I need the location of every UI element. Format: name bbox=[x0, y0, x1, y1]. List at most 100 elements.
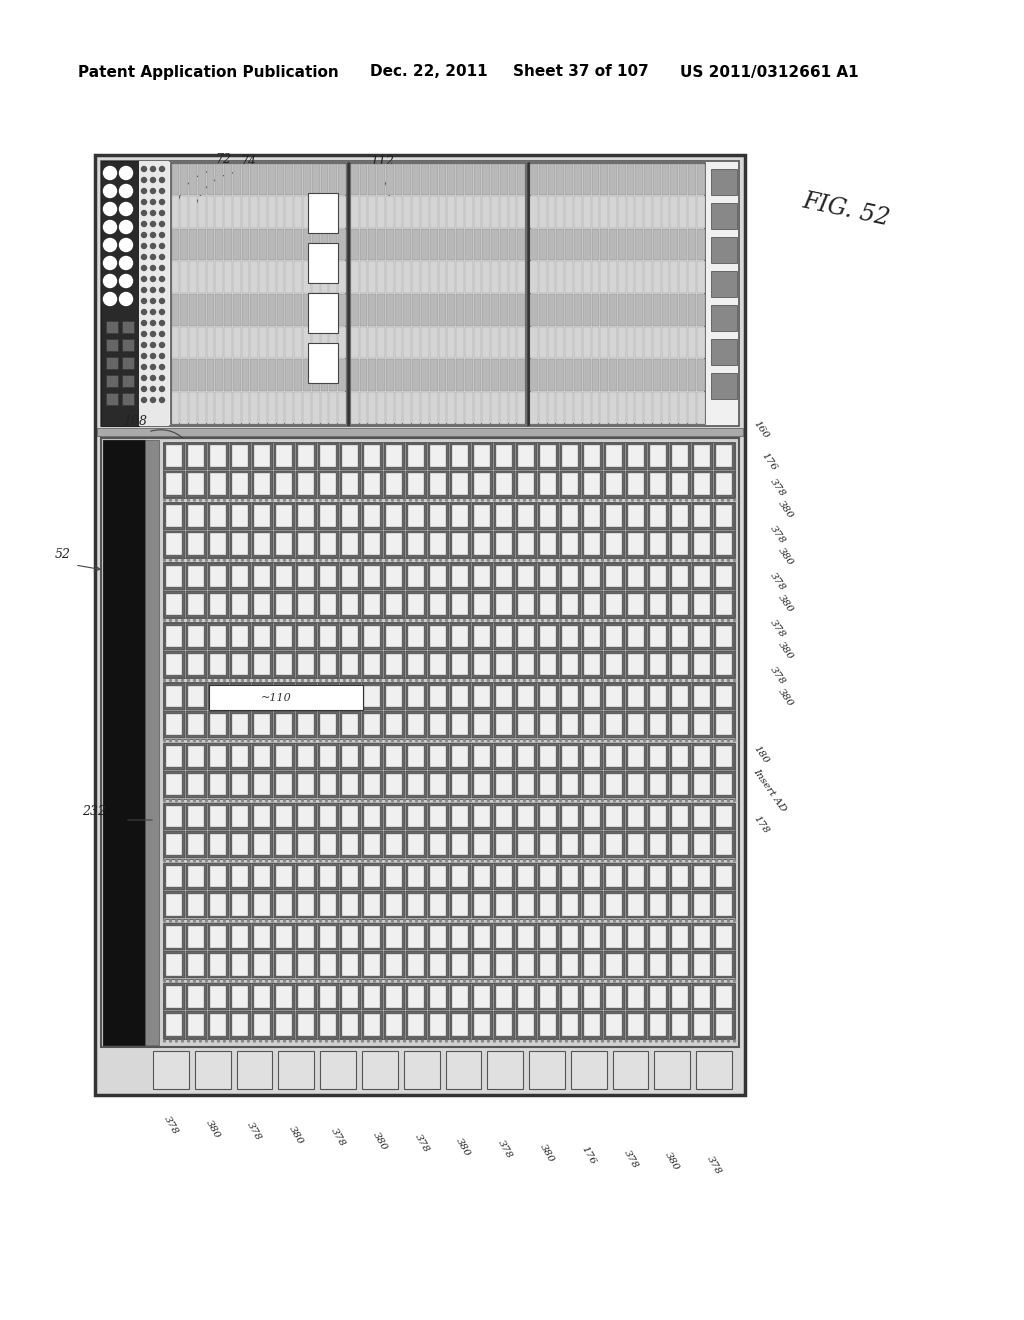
Bar bbox=[232, 506, 248, 527]
Circle shape bbox=[697, 619, 699, 622]
Bar bbox=[252, 651, 272, 678]
Circle shape bbox=[141, 397, 146, 403]
Bar bbox=[471, 711, 493, 738]
Circle shape bbox=[727, 859, 729, 862]
Circle shape bbox=[638, 619, 640, 622]
Bar bbox=[450, 983, 470, 1010]
Circle shape bbox=[571, 739, 573, 742]
Bar bbox=[679, 359, 687, 391]
Bar bbox=[185, 623, 207, 649]
Bar bbox=[406, 503, 427, 529]
Circle shape bbox=[206, 739, 208, 742]
Bar bbox=[585, 927, 600, 948]
Bar bbox=[298, 746, 313, 767]
Bar bbox=[673, 685, 688, 708]
Circle shape bbox=[596, 859, 597, 862]
Bar bbox=[515, 983, 537, 1010]
Circle shape bbox=[500, 680, 502, 681]
Bar bbox=[430, 685, 445, 708]
Bar bbox=[311, 294, 319, 326]
Circle shape bbox=[697, 680, 699, 681]
Bar bbox=[627, 228, 634, 260]
Bar bbox=[365, 954, 380, 975]
Circle shape bbox=[487, 920, 489, 921]
Bar bbox=[321, 807, 336, 828]
Bar bbox=[229, 711, 251, 738]
Circle shape bbox=[248, 979, 250, 982]
Bar bbox=[365, 986, 380, 1007]
Circle shape bbox=[151, 364, 156, 370]
Bar bbox=[671, 392, 678, 424]
Text: 378: 378 bbox=[622, 1148, 639, 1170]
Circle shape bbox=[590, 800, 592, 801]
Circle shape bbox=[685, 800, 687, 801]
Circle shape bbox=[194, 800, 196, 801]
Circle shape bbox=[548, 1040, 550, 1041]
Bar bbox=[296, 562, 316, 590]
Bar bbox=[453, 927, 468, 948]
Bar bbox=[171, 164, 179, 195]
Circle shape bbox=[349, 619, 351, 622]
Bar bbox=[582, 923, 602, 950]
Bar bbox=[492, 261, 499, 293]
Circle shape bbox=[487, 560, 489, 561]
Bar bbox=[562, 1014, 578, 1036]
Circle shape bbox=[523, 739, 525, 742]
Bar bbox=[474, 714, 489, 735]
Bar bbox=[308, 293, 339, 333]
Circle shape bbox=[727, 1040, 729, 1041]
Circle shape bbox=[368, 979, 370, 982]
Circle shape bbox=[445, 979, 447, 982]
Bar bbox=[189, 261, 197, 293]
Bar bbox=[340, 711, 360, 738]
Circle shape bbox=[703, 1040, 706, 1041]
Circle shape bbox=[164, 1040, 166, 1041]
Bar bbox=[626, 711, 646, 738]
Bar bbox=[340, 1011, 360, 1039]
Bar bbox=[691, 1011, 713, 1039]
Circle shape bbox=[151, 397, 156, 403]
Circle shape bbox=[571, 979, 573, 982]
Bar bbox=[473, 197, 481, 228]
Circle shape bbox=[668, 920, 670, 921]
Bar bbox=[386, 714, 401, 735]
Bar bbox=[515, 623, 537, 649]
Bar bbox=[166, 807, 181, 828]
Bar bbox=[647, 503, 669, 529]
Circle shape bbox=[254, 680, 256, 681]
Circle shape bbox=[554, 499, 555, 502]
Circle shape bbox=[662, 1040, 664, 1041]
Circle shape bbox=[187, 859, 189, 862]
Bar bbox=[650, 927, 666, 948]
Bar bbox=[617, 392, 626, 424]
Bar bbox=[210, 807, 225, 828]
Bar bbox=[103, 440, 145, 1045]
Circle shape bbox=[691, 800, 693, 801]
Bar bbox=[350, 162, 525, 424]
Circle shape bbox=[355, 979, 357, 982]
Bar bbox=[321, 359, 329, 391]
Circle shape bbox=[559, 859, 561, 862]
Circle shape bbox=[680, 619, 682, 622]
Bar bbox=[164, 651, 184, 678]
Circle shape bbox=[427, 1040, 429, 1041]
Circle shape bbox=[206, 680, 208, 681]
Bar bbox=[198, 197, 206, 228]
Bar bbox=[450, 1011, 470, 1039]
Bar bbox=[450, 651, 470, 678]
Bar bbox=[673, 1014, 688, 1036]
Circle shape bbox=[655, 499, 657, 502]
Bar bbox=[406, 711, 427, 738]
Circle shape bbox=[332, 739, 334, 742]
Circle shape bbox=[242, 499, 244, 502]
Bar bbox=[644, 197, 652, 228]
Circle shape bbox=[259, 560, 261, 561]
Bar bbox=[386, 834, 401, 855]
Bar bbox=[430, 565, 445, 587]
Bar bbox=[421, 197, 429, 228]
Bar bbox=[717, 774, 732, 795]
Circle shape bbox=[554, 920, 555, 921]
Bar bbox=[562, 807, 578, 828]
Bar bbox=[394, 164, 402, 195]
Circle shape bbox=[242, 1040, 244, 1041]
